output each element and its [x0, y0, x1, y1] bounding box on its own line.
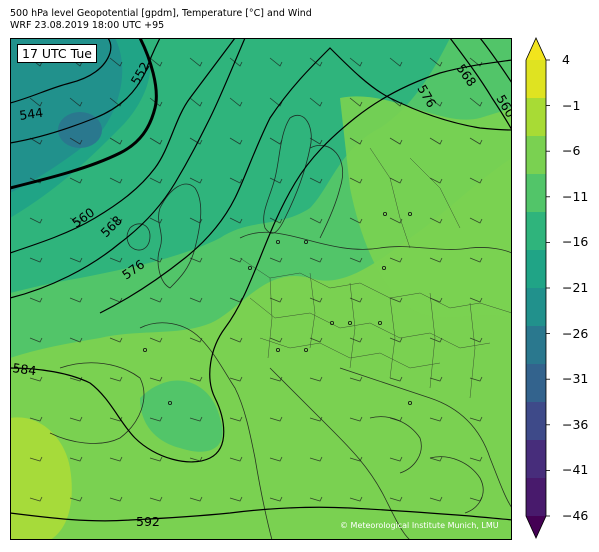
colorbar-segment [526, 174, 546, 213]
contour-584 [10, 59, 512, 463]
colorbar-tick-label: −21 [562, 280, 589, 295]
coastlines [49, 115, 512, 540]
contour-568 [10, 38, 246, 299]
colorbar-tick-label: −16 [562, 234, 589, 250]
colorbar-tick-label: −1 [562, 97, 581, 113]
colorbar-tick-label: −26 [562, 325, 589, 341]
contour-592 [10, 506, 512, 522]
contour-560 [10, 38, 236, 254]
contour-552 [10, 38, 161, 144]
colorbar-segment [526, 250, 546, 289]
temperature-fill-blob [140, 380, 223, 452]
temperature-fill-colder [10, 38, 123, 193]
colorbar-segment [526, 402, 546, 441]
colorbar-segment [526, 98, 546, 137]
colorbar-segment [526, 288, 546, 327]
contour-568-east [449, 38, 512, 131]
colorbar-min-arrow [526, 516, 546, 538]
copyright-credit: © Meteorological Institute Munich, LMU [340, 521, 499, 530]
colorbar-tick-label: −6 [562, 143, 581, 159]
colorbar-segment [526, 364, 546, 403]
temperature-fill-ne [340, 96, 512, 319]
temperature-colorbar [525, 37, 550, 539]
map-title-line1: 500 hPa level Geopotential [gpdm], Tempe… [10, 8, 312, 19]
contour-label-544: 544 [18, 105, 44, 123]
colorbar-segment [526, 478, 546, 517]
country-borders [239, 147, 512, 399]
colorbar-tick-label: −46 [562, 508, 589, 523]
colorbar-segment [526, 212, 546, 251]
colorbar-tick-label: −36 [562, 416, 589, 432]
contour-576 [99, 47, 512, 314]
colorbar-tick-label: 4 [562, 52, 570, 67]
colorbar-tick-label: −41 [562, 462, 589, 478]
map-title-line2: WRF 23.08.2019 18:00 UTC +95 [10, 20, 165, 31]
colorbar-segment [526, 440, 546, 479]
contour-label-584: 584 [12, 360, 38, 378]
temperature-fill-coldest [58, 112, 102, 148]
contour-label-592: 592 [136, 514, 160, 529]
contour-560-east [479, 38, 512, 84]
colorbar-tick-label: −11 [562, 188, 589, 204]
colorbar-segment [526, 136, 546, 175]
colorbar-max-arrow [526, 38, 546, 60]
city-markers [142, 211, 412, 405]
temperature-fill-warm [10, 417, 72, 540]
geopotential-contours [10, 38, 512, 522]
forecast-time-label: 17 UTC Tue [17, 44, 97, 63]
colorbar-segment [526, 60, 546, 99]
map-frame [10, 38, 512, 540]
colorbar-segment [526, 326, 546, 365]
contour-thick [10, 38, 158, 190]
colorbar-tick-label: −31 [562, 371, 589, 387]
contour-544 [10, 38, 112, 104]
weather-map: 544 552 560 568 576 584 592 576 568 560 [10, 38, 512, 540]
